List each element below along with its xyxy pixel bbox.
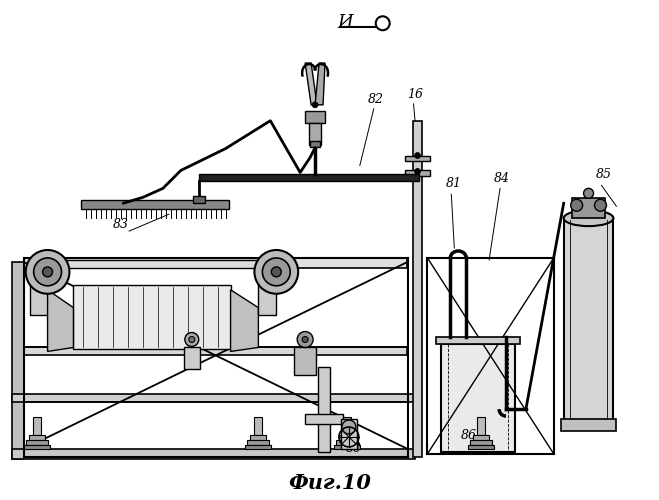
Bar	[73, 285, 231, 350]
Bar	[339, 435, 355, 440]
Bar	[29, 435, 45, 440]
Bar	[33, 417, 41, 435]
Polygon shape	[47, 290, 73, 352]
Bar	[193, 196, 205, 203]
Bar	[336, 440, 358, 445]
Polygon shape	[305, 63, 317, 105]
Bar	[571, 198, 606, 218]
Bar	[12, 262, 24, 459]
Circle shape	[297, 332, 313, 347]
Circle shape	[415, 168, 420, 174]
Bar	[471, 440, 492, 445]
Bar	[341, 419, 357, 449]
Circle shape	[26, 250, 69, 294]
Bar	[469, 445, 494, 449]
Text: 81: 81	[445, 178, 461, 190]
Bar	[405, 170, 430, 176]
Polygon shape	[315, 63, 325, 105]
Circle shape	[312, 102, 318, 108]
Text: И: И	[337, 14, 353, 32]
Ellipse shape	[563, 210, 614, 226]
Bar	[258, 280, 276, 314]
Circle shape	[342, 420, 356, 434]
Text: 16: 16	[407, 88, 424, 101]
Bar	[310, 140, 320, 146]
Bar	[413, 120, 422, 457]
Bar	[305, 111, 325, 122]
Circle shape	[272, 267, 281, 277]
Bar	[12, 394, 415, 402]
Circle shape	[34, 258, 61, 286]
Text: 86: 86	[461, 429, 477, 442]
Bar	[199, 174, 420, 182]
Bar	[254, 417, 262, 435]
Text: 82: 82	[368, 93, 384, 106]
Polygon shape	[231, 290, 258, 352]
Bar	[47, 260, 276, 268]
Bar	[184, 348, 200, 370]
Bar	[563, 218, 614, 422]
Text: 85: 85	[596, 168, 612, 181]
Bar	[334, 445, 360, 449]
Text: 83: 83	[113, 218, 129, 231]
Circle shape	[262, 258, 290, 286]
Bar	[24, 445, 49, 449]
Text: 80: 80	[346, 442, 362, 455]
Text: Фиг.10: Фиг.10	[289, 472, 372, 492]
Circle shape	[185, 332, 199, 346]
Bar	[24, 348, 407, 356]
Bar	[436, 336, 520, 344]
Bar	[473, 435, 489, 440]
Circle shape	[188, 336, 195, 342]
Bar	[309, 122, 321, 144]
Circle shape	[254, 250, 298, 294]
Bar	[24, 258, 407, 268]
Bar	[561, 419, 616, 431]
Circle shape	[584, 188, 594, 198]
Circle shape	[43, 267, 53, 277]
Bar	[318, 368, 330, 452]
Bar	[343, 417, 351, 435]
Bar	[245, 445, 272, 449]
Bar	[30, 280, 47, 314]
Bar	[248, 440, 270, 445]
Bar	[12, 449, 415, 459]
Circle shape	[571, 200, 583, 211]
Text: 84: 84	[494, 172, 510, 186]
Circle shape	[594, 200, 606, 211]
Bar	[26, 440, 47, 445]
Bar	[442, 344, 515, 452]
Bar	[81, 200, 229, 209]
Circle shape	[415, 152, 420, 158]
Circle shape	[302, 336, 308, 342]
Bar	[294, 348, 316, 376]
Bar	[477, 417, 485, 435]
Bar	[405, 156, 430, 162]
Bar	[250, 435, 266, 440]
Bar	[305, 414, 343, 424]
